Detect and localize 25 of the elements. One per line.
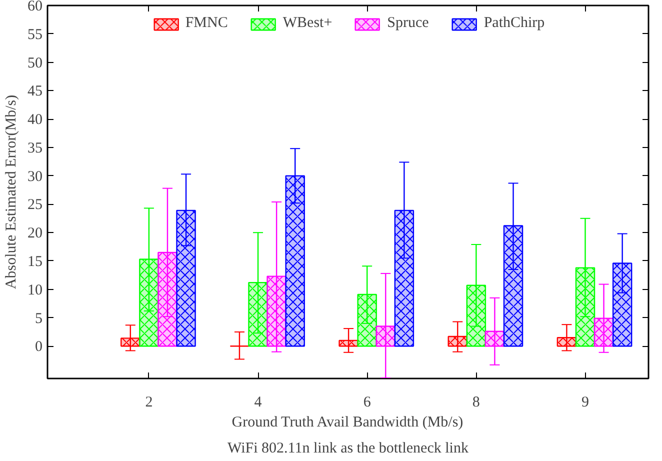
- y-tick-label: 15: [28, 254, 42, 270]
- y-tick-label: 20: [28, 226, 42, 242]
- y-tick-label: 10: [28, 282, 42, 298]
- legend-label: PathChirp: [484, 15, 545, 32]
- x-tick-label: 4: [254, 394, 262, 410]
- y-tick-label: 30: [28, 168, 42, 185]
- y-tick-label: 35: [28, 140, 42, 156]
- y-tick-label: 25: [28, 197, 42, 214]
- y-tick-label: 45: [28, 84, 42, 100]
- legend-label: FMNC: [185, 15, 228, 32]
- x-axis-title: Ground Truth Avail Bandwidth (Mb/s): [232, 414, 464, 430]
- y-axis-title: Absolute Estimated Error(Mb/s): [4, 94, 20, 290]
- y-tick-label: 5: [35, 310, 42, 327]
- y-tick-label: 55: [28, 26, 42, 43]
- x-tick-label: 6: [363, 394, 372, 410]
- x-tick-label: 8: [472, 394, 480, 410]
- legend-label: WBest+: [282, 15, 332, 32]
- y-tick-label: 60: [28, 0, 42, 14]
- legend-label: Spruce: [387, 15, 429, 32]
- y-tick-label: 0: [35, 339, 42, 356]
- y-tick-label: 50: [28, 55, 42, 72]
- x-tick-label: 9: [581, 394, 589, 410]
- y-tick-label: 40: [28, 112, 42, 128]
- text: WiFi 802.11n link as the bottleneck link: [228, 440, 469, 456]
- x-tick-label: 2: [145, 394, 153, 410]
